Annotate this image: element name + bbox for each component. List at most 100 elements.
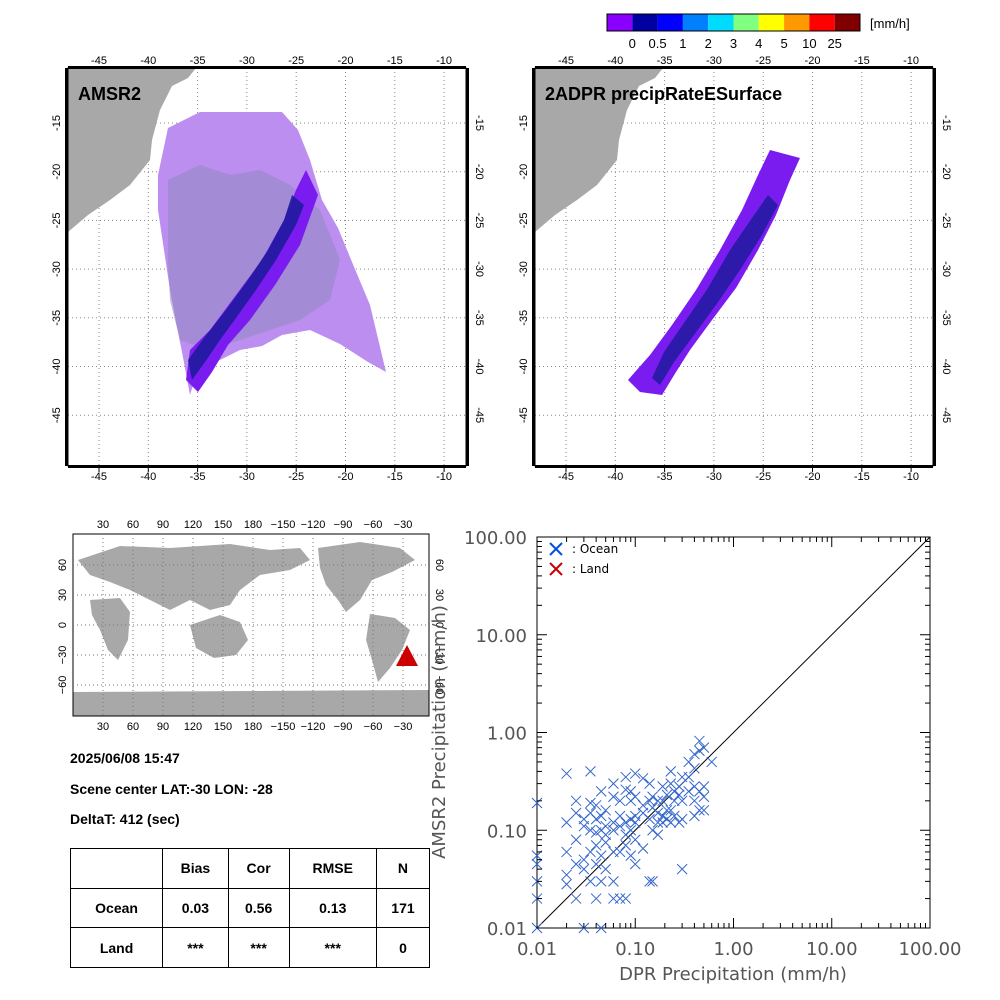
- scatter-point-ocean: [625, 813, 637, 825]
- world-lon-tick-top: 90: [157, 519, 169, 531]
- one-to-one-line: [536, 536, 931, 929]
- world-lon-tick-top: 150: [214, 519, 232, 531]
- colorbar-tick-label: 1: [679, 36, 686, 51]
- map-lon-tick-top: -20: [338, 55, 354, 67]
- colorbar-swatch: [784, 14, 810, 31]
- scatter-point-ocean: [585, 766, 596, 777]
- table-cell: ***: [162, 927, 229, 968]
- colorbar-tick-label: 10: [802, 36, 816, 51]
- legend-label: : Ocean: [572, 542, 618, 556]
- scene-location-marker: [396, 645, 418, 666]
- scatter-point-ocean: [614, 810, 626, 822]
- map-lon-tick-bottom: -30: [706, 471, 722, 483]
- scatter-point-ocean: [531, 797, 543, 809]
- scatter-point-ocean: [595, 876, 607, 887]
- map-lat-tick-right: -20: [940, 164, 952, 180]
- map-border-bottom: [68, 465, 466, 468]
- scatter-point-ocean: [614, 846, 626, 858]
- scatter-point-ocean: [608, 876, 619, 887]
- colorbar-tick-label: 0.5: [649, 36, 667, 51]
- scatter-point-ocean: [608, 791, 619, 803]
- map-lat-tick-right: -45: [473, 407, 485, 423]
- scatter-point-ocean: [652, 795, 664, 807]
- scatter-point-ocean: [561, 817, 572, 828]
- map-lon-tick-top: -45: [91, 55, 107, 67]
- scatter-point-ocean: [620, 840, 632, 851]
- scatter-point-ocean: [676, 863, 688, 875]
- scatter-point-ocean: [661, 789, 673, 801]
- map-lon-tick-bottom: -45: [558, 471, 574, 483]
- y-tick-label: 0.01: [487, 919, 527, 940]
- world-lon-tick-top: −30: [394, 519, 413, 531]
- scatter-point-ocean: [657, 817, 668, 828]
- map-border-bottom: [535, 465, 933, 468]
- scatter-point-ocean: [698, 742, 710, 753]
- colorbar-frame: [606, 13, 861, 32]
- scatter-point-ocean: [629, 817, 641, 828]
- scatter-point-ocean: [600, 804, 612, 816]
- world-lon-tick-top: 30: [97, 519, 109, 531]
- scatter-point-ocean: [570, 834, 582, 846]
- world-lon-tick-bottom: −150: [271, 721, 296, 733]
- world-lon-tick-top: 60: [127, 519, 139, 531]
- scatter-point-ocean: [694, 745, 705, 757]
- x-tick-label: 10.00: [806, 939, 858, 960]
- scatter-point-ocean: [694, 804, 705, 816]
- scatter-point-ocean: [595, 785, 607, 797]
- scatter-point-ocean: [590, 858, 602, 870]
- scatter-point-ocean: [652, 817, 664, 828]
- y-tick-label: 10.00: [475, 626, 527, 647]
- scatter-point-ocean: [665, 804, 677, 816]
- map-lon-tick-top: -15: [854, 55, 870, 67]
- x-tick-label: 0.10: [615, 939, 655, 960]
- colorbar-swatch: [682, 14, 709, 31]
- world-lat-tick-right: 0: [433, 622, 445, 628]
- table-header-cell: [69, 848, 164, 889]
- world-lon-tick-bottom: −120: [301, 721, 326, 733]
- scatter-point-ocean: [590, 813, 602, 825]
- amsr2-map-title: AMSR2: [78, 84, 141, 104]
- scatter-point-ocean: [595, 810, 607, 822]
- scatter-point-ocean: [561, 878, 572, 890]
- map-lon-tick-top: -10: [436, 55, 452, 67]
- scatter-point-ocean: [585, 824, 596, 836]
- table-cell: ***: [288, 927, 377, 968]
- world-lon-tick-bottom: 30: [97, 721, 109, 733]
- map-lon-tick-top: -45: [558, 55, 574, 67]
- map-lat-tick-left: -25: [518, 212, 530, 228]
- world-lon-tick-top: 120: [184, 519, 202, 531]
- map-lon-tick-bottom: -15: [854, 471, 870, 483]
- map-lat-tick-right: -25: [473, 212, 485, 228]
- scatter-point-ocean: [585, 876, 596, 887]
- scatter-point-ocean: [570, 858, 582, 870]
- map-lat-tick-right: -15: [940, 115, 952, 131]
- scatter-point-ocean: [561, 846, 572, 858]
- scatter-point-ocean: [600, 820, 612, 832]
- world-lon-tick-top: −60: [364, 519, 383, 531]
- colorbar-swatch: [733, 14, 759, 31]
- map-lon-tick-top: -35: [657, 55, 673, 67]
- map-lat-tick-left: -35: [51, 310, 63, 326]
- x-tick-label: 1.00: [713, 939, 753, 960]
- scatter-points: [531, 735, 718, 934]
- scatter-point-ocean: [629, 791, 641, 803]
- world-lat-tick-left: 30: [57, 589, 69, 601]
- world-lat-tick-right: 60: [433, 559, 445, 571]
- scatter-legend: : Ocean: Land: [549, 542, 618, 576]
- scatter-point-ocean: [637, 843, 649, 854]
- statistics-table: Bias Cor RMSE N Ocean 0.03 0.56 0.13 171…: [69, 848, 431, 968]
- scatter-point-ocean: [561, 869, 572, 881]
- world-lon-tick-bottom: −30: [394, 721, 413, 733]
- map-lon-tick-top: -30: [706, 55, 722, 67]
- scatter-point-ocean: [608, 778, 619, 789]
- world-lon-tick-top: −120: [301, 519, 326, 531]
- map-lon-tick-bottom: -20: [805, 471, 821, 483]
- table-cell: ***: [227, 927, 290, 968]
- scatter-point-ocean: [629, 768, 641, 779]
- land-south-america: [535, 68, 663, 232]
- table-cell: 0.03: [162, 887, 229, 929]
- map-lon-tick-bottom: -25: [288, 471, 304, 483]
- map-border-right: [933, 68, 936, 466]
- scatter-point-ocean: [614, 893, 626, 904]
